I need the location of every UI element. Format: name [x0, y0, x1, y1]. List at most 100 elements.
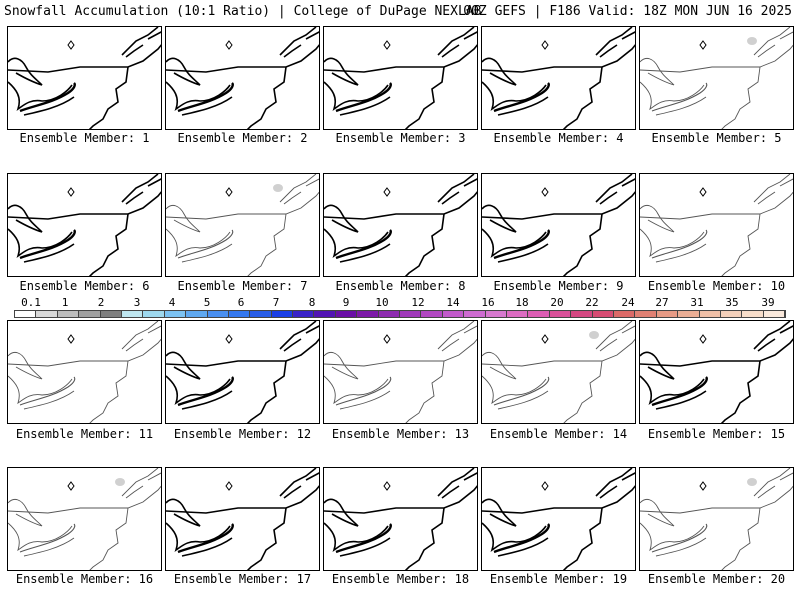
run-valid-time: 00Z GEFS | F186 Valid: 18Z MON JUN 16 20…: [463, 4, 792, 19]
ensemble-map-panel: [323, 26, 478, 130]
ensemble-member-label: Ensemble Member: 12: [173, 427, 312, 441]
map-title: Snowfall Accumulation (10:1 Ratio) | Col…: [4, 4, 482, 19]
colorbar-tick-label: 35: [725, 296, 739, 309]
ensemble-map-panel: [165, 320, 320, 424]
ensemble-member-label: Ensemble Member: 1: [19, 131, 150, 145]
colorbar-swatch: [400, 311, 422, 317]
colorbar-swatch: [164, 311, 187, 317]
colorbar-swatch: [57, 311, 80, 317]
ensemble-map-panel: [7, 26, 162, 130]
ensemble-map-panel: [639, 467, 794, 571]
colorbar-tick-label: 12: [411, 296, 425, 309]
colorbar-tick-label: 18: [515, 296, 529, 309]
ensemble-member-label: Ensemble Member: 4: [493, 131, 624, 145]
ensemble-map-panel: [165, 26, 320, 130]
colorbar-swatch: [592, 311, 614, 317]
colorbar-swatch: [464, 311, 486, 317]
ensemble-member-label: Ensemble Member: 6: [19, 279, 150, 293]
ensemble-member-label: Ensemble Member: 16: [15, 572, 154, 586]
ensemble-member-label: Ensemble Member: 15: [647, 427, 786, 441]
ensemble-map-panel: [481, 320, 636, 424]
colorbar-swatch: [720, 311, 743, 317]
colorbar-swatch: [656, 311, 679, 317]
ensemble-map-panel: [481, 173, 636, 277]
ensemble-member-label: Ensemble Member: 13: [331, 427, 470, 441]
ensemble-map-panel: [639, 320, 794, 424]
colorbar-swatch: [678, 311, 700, 317]
colorbar: [14, 310, 786, 318]
ensemble-member-label: Ensemble Member: 14: [489, 427, 628, 441]
colorbar-swatch: [357, 311, 379, 317]
colorbar-swatch: [571, 311, 593, 317]
ensemble-member-label: Ensemble Member: 18: [331, 572, 470, 586]
colorbar-tick-label: 6: [237, 296, 245, 309]
colorbar-tick-label: 27: [655, 296, 669, 309]
ensemble-map-panel: [165, 467, 320, 571]
colorbar-swatch: [121, 311, 144, 317]
colorbar-tick-label: 1: [61, 296, 69, 309]
ensemble-map-panel: [323, 320, 478, 424]
colorbar-swatch: [15, 311, 37, 317]
colorbar-tick-label: 24: [621, 296, 635, 309]
colorbar-tick-label: 22: [585, 296, 599, 309]
colorbar-swatch: [613, 311, 636, 317]
colorbar-swatch: [207, 311, 229, 317]
ensemble-member-label: Ensemble Member: 5: [651, 131, 782, 145]
ensemble-member-label: Ensemble Member: 2: [177, 131, 308, 145]
colorbar-labels: 0.1 1 2 3 4 5 6 7 8 9 10 12 14 16 18 20 22 24 27 31 35 39: [4, 296, 794, 310]
colorbar-swatch: [100, 311, 122, 317]
colorbar-swatch: [699, 311, 721, 317]
ensemble-map-panel: [639, 26, 794, 130]
colorbar-swatch: [506, 311, 529, 317]
colorbar-tick-label: 39: [761, 296, 775, 309]
ensemble-member-label: Ensemble Member: 10: [647, 279, 786, 293]
colorbar-tick-label: 20: [550, 296, 564, 309]
ensemble-map-panel: [7, 173, 162, 277]
ensemble-member-label: Ensemble Member: 7: [177, 279, 308, 293]
colorbar-swatch: [36, 311, 58, 317]
colorbar-swatch: [528, 311, 550, 317]
ensemble-member-label: Ensemble Member: 8: [335, 279, 466, 293]
colorbar-swatch: [314, 311, 336, 317]
ensemble-map-panel: [165, 173, 320, 277]
colorbar-swatch: [485, 311, 507, 317]
ensemble-member-label: Ensemble Member: 11: [15, 427, 154, 441]
colorbar-swatch: [186, 311, 208, 317]
ensemble-member-label: Ensemble Member: 9: [493, 279, 624, 293]
colorbar-tick-label: 2: [97, 296, 105, 309]
colorbar-swatch: [442, 311, 465, 317]
colorbar-swatch: [335, 311, 358, 317]
colorbar-swatch: [742, 311, 764, 317]
ensemble-member-label: Ensemble Member: 3: [335, 131, 466, 145]
colorbar-tick-label: 0.1: [21, 296, 41, 309]
ensemble-map-panel: [481, 26, 636, 130]
ensemble-map-panel: [323, 467, 478, 571]
colorbar-swatch: [549, 311, 572, 317]
colorbar-swatch: [250, 311, 272, 317]
ensemble-member-label: Ensemble Member: 17: [173, 572, 312, 586]
ensemble-member-label: Ensemble Member: 19: [489, 572, 628, 586]
colorbar-tick-label: 7: [272, 296, 280, 309]
colorbar-tick-label: 31: [690, 296, 704, 309]
colorbar-swatch: [421, 311, 443, 317]
colorbar-swatch: [293, 311, 315, 317]
ensemble-map-panel: [481, 467, 636, 571]
colorbar-swatch: [79, 311, 101, 317]
colorbar-tick-label: 5: [203, 296, 211, 309]
ensemble-map-panel: [323, 173, 478, 277]
colorbar-swatch: [763, 311, 786, 317]
colorbar-tick-label: 14: [446, 296, 460, 309]
colorbar-swatch: [228, 311, 251, 317]
colorbar-swatch: [378, 311, 401, 317]
ensemble-member-label: Ensemble Member: 20: [647, 572, 786, 586]
colorbar-tick-label: 10: [375, 296, 389, 309]
colorbar-tick-label: 4: [168, 296, 176, 309]
colorbar-swatch: [635, 311, 657, 317]
colorbar-swatch: [143, 311, 165, 317]
colorbar-tick-label: 8: [308, 296, 316, 309]
ensemble-map-panel: [7, 320, 162, 424]
ensemble-map-panel: [7, 467, 162, 571]
colorbar-tick-label: 3: [133, 296, 141, 309]
colorbar-tick-label: 9: [342, 296, 350, 309]
ensemble-map-panel: [639, 173, 794, 277]
